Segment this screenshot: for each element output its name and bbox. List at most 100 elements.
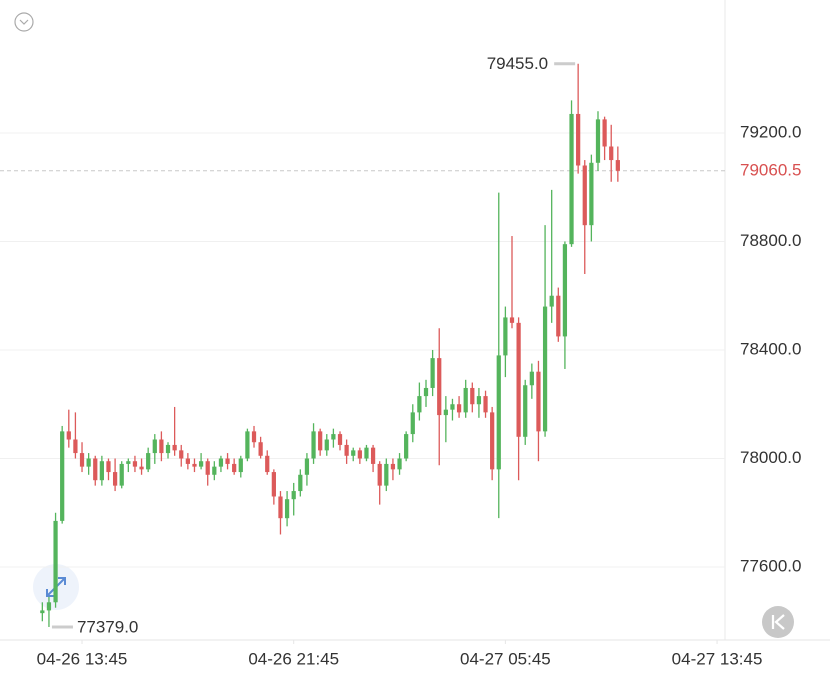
candle-body: [298, 474, 303, 492]
collapse-button[interactable]: [14, 12, 34, 32]
candle-body: [146, 453, 151, 470]
candle-body: [337, 434, 343, 445]
candle-body: [437, 358, 442, 416]
candle-body: [443, 409, 448, 416]
candle-body: [79, 453, 85, 467]
candle-body: [99, 461, 104, 481]
candle-body: [278, 496, 283, 519]
candle-body: [112, 472, 118, 486]
candle-body: [165, 444, 171, 454]
candle-body: [417, 396, 422, 413]
candle-body: [490, 412, 495, 470]
candle-body: [40, 610, 45, 614]
collapse-circle: [14, 12, 34, 32]
candle-body: [284, 499, 290, 519]
candle-body: [470, 387, 475, 405]
candle-body: [523, 385, 528, 437]
candle-body: [476, 396, 482, 405]
candle-body: [192, 463, 197, 467]
candle-body: [344, 444, 349, 456]
candle-body: [549, 295, 554, 307]
candle-body: [609, 146, 614, 161]
grid: [0, 132, 725, 568]
candle-body: [589, 162, 594, 226]
candle-body: [311, 431, 316, 459]
candle-body: [370, 447, 376, 464]
candle-body: [542, 306, 548, 432]
candle-body: [576, 113, 581, 166]
candle-body: [582, 165, 587, 226]
candle-body: [218, 458, 224, 467]
candle-body: [106, 461, 111, 473]
x-tick-label: 04-27 05:45: [460, 649, 551, 668]
y-tick-label: 78000.0: [740, 448, 801, 467]
candle-body: [483, 396, 488, 413]
candle-body: [198, 461, 204, 467]
candle-body: [119, 463, 124, 486]
candle-body: [271, 472, 276, 497]
candle-body: [179, 450, 184, 459]
candle-body: [139, 466, 144, 470]
candle-body: [258, 442, 263, 456]
candle-body: [265, 455, 270, 473]
candle-body: [245, 431, 250, 459]
candle-body: [232, 463, 237, 473]
candle-body: [185, 458, 190, 464]
candle-body: [318, 431, 323, 451]
candle-body: [205, 461, 210, 475]
y-tick-label: 77600.0: [740, 557, 801, 576]
candle-body: [132, 461, 138, 467]
candle-body: [324, 439, 329, 451]
candle-body: [66, 431, 71, 440]
back-icon: [771, 614, 785, 630]
y-tick-label: 79200.0: [740, 122, 801, 141]
candle-body: [212, 466, 217, 475]
candle-body: [93, 458, 98, 481]
candle-body: [172, 444, 177, 451]
candle-body: [536, 371, 541, 432]
candle-body: [463, 387, 468, 413]
y-tick-label: 78400.0: [740, 339, 801, 358]
candle-body: [529, 371, 534, 386]
x-tick-label: 04-26 13:45: [37, 649, 128, 668]
y-tick-label: 78800.0: [740, 231, 801, 250]
candle-body: [509, 317, 515, 323]
collapse-chevron: [19, 19, 29, 25]
candle-body: [496, 355, 501, 470]
candle-body: [291, 491, 296, 500]
back-button[interactable]: [762, 606, 794, 638]
candle-body: [503, 317, 508, 356]
candle-body: [251, 431, 257, 443]
candle-body: [225, 458, 230, 464]
candle-body: [456, 404, 462, 413]
candle-body: [60, 431, 65, 521]
candle-body: [450, 404, 455, 410]
x-tick-label: 04-27 13:45: [672, 649, 763, 668]
candle-body: [238, 458, 243, 473]
candle-body: [86, 458, 91, 467]
candle-body: [410, 412, 415, 435]
candle-body: [357, 450, 362, 459]
max-marker-label: 79455.0: [487, 54, 548, 73]
last-price-label: 79060.5: [740, 160, 801, 179]
candle-body: [595, 119, 601, 163]
candle-body: [569, 113, 574, 245]
candle-body: [615, 160, 620, 171]
candle-body: [46, 602, 52, 611]
candle-body: [602, 119, 607, 147]
candle-body: [516, 322, 521, 437]
candle-body: [556, 295, 561, 337]
candle-body: [73, 439, 78, 454]
candle-body: [384, 463, 389, 486]
candle-body: [126, 461, 131, 464]
candle-body: [377, 463, 382, 486]
candle-body: [351, 450, 356, 456]
x-tick-label: 04-26 21:45: [248, 649, 339, 668]
candle-body: [562, 244, 568, 337]
candle-body: [53, 520, 58, 603]
candle-body: [430, 358, 435, 388]
candle-body: [152, 439, 157, 454]
